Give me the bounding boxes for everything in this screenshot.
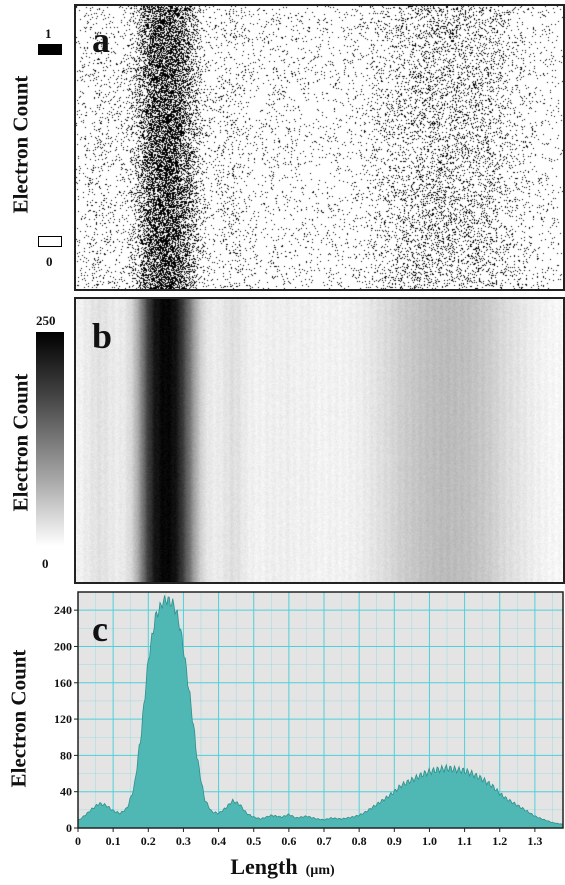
panel-c-xunit: (µm) bbox=[305, 863, 335, 878]
panel-b-scale-max: 250 bbox=[36, 313, 56, 328]
area-series bbox=[77, 595, 564, 829]
y-tick-label: 0 bbox=[66, 821, 72, 835]
panel-a-scale-max: 1 bbox=[45, 26, 52, 41]
plot-background bbox=[78, 592, 563, 828]
panel-b-frame bbox=[74, 297, 565, 584]
panel-a-scale-key-white bbox=[38, 236, 62, 247]
y-tick-label: 40 bbox=[60, 785, 72, 799]
y-tick-label: 80 bbox=[60, 748, 72, 762]
panel-a-ylabel: Electron Count bbox=[8, 75, 33, 214]
panel-a-frame bbox=[74, 4, 565, 291]
x-tick-label: 0.5 bbox=[246, 834, 261, 848]
panel-c-ylabel: Electron Count bbox=[6, 649, 31, 788]
x-tick-label: 0.4 bbox=[211, 834, 226, 848]
panel-a-scale-min: 0 bbox=[46, 254, 53, 269]
panel-c-xlabel: Length bbox=[230, 854, 298, 879]
y-tick-label: 240 bbox=[54, 603, 72, 617]
x-tick-label: 0.2 bbox=[141, 834, 156, 848]
panel-c-xlabel-wrap: Length (µm) bbox=[0, 854, 565, 880]
x-tick-label: 0.6 bbox=[281, 834, 296, 848]
x-tick-label: 1.2 bbox=[492, 834, 507, 848]
x-tick-label: 0.3 bbox=[176, 834, 191, 848]
x-tick-label: 0.7 bbox=[317, 834, 332, 848]
x-tick-label: 1.3 bbox=[527, 834, 542, 848]
y-tick-label: 200 bbox=[54, 639, 72, 653]
y-tick-label: 120 bbox=[54, 712, 72, 726]
x-tick-label: 0.8 bbox=[352, 834, 367, 848]
x-tick-label: 1.1 bbox=[457, 834, 472, 848]
plot-frame bbox=[77, 591, 564, 829]
panel-a-scale-key-black bbox=[38, 44, 62, 55]
panel-c-letter: c bbox=[92, 609, 108, 649]
y-tick-label: 160 bbox=[54, 676, 72, 690]
x-tick-label: 0.9 bbox=[387, 834, 402, 848]
panel-a-heatmap bbox=[76, 6, 563, 289]
x-tick-label: 1.0 bbox=[422, 834, 437, 848]
panel-b-colorbar bbox=[36, 332, 64, 546]
panel-a-letter: a bbox=[92, 20, 110, 60]
x-tick-label: 0.1 bbox=[106, 834, 121, 848]
panel-b-ylabel: Electron Count bbox=[8, 373, 33, 512]
panel-b-heatmap bbox=[76, 299, 563, 582]
panel-b-scale-min: 0 bbox=[42, 556, 49, 571]
panel-b-letter: b bbox=[92, 316, 113, 356]
x-tick-label: 0 bbox=[75, 834, 81, 848]
